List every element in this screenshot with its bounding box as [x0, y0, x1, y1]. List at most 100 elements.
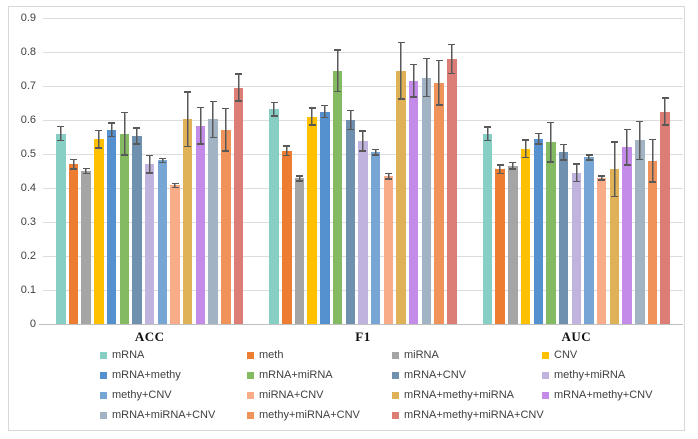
legend-item-methy+miRNA: methy+miRNA	[542, 365, 652, 385]
bar-mRNA+methy+CNV-AUC	[622, 128, 632, 324]
bar-mRNA+miRNA+CNV-AUC	[635, 120, 645, 324]
error-bar-methy+miRNA+CNV-ACC	[222, 107, 230, 153]
bar-mRNA+CNV-AUC	[558, 143, 569, 324]
legend-marker-icon	[542, 351, 549, 359]
error-bar-methy+CNV-AUC	[585, 154, 593, 161]
error-bar-methy+miRNA-F1	[359, 130, 367, 152]
bar-group-AUC	[470, 18, 683, 324]
bar-miRNA+CNV-AUC	[596, 175, 607, 324]
bar-mRNA+CNV-ACC	[132, 127, 142, 324]
legend-marker-icon	[247, 391, 254, 399]
bar-methy+miRNA-F1	[358, 130, 368, 324]
legend-marker-icon	[100, 371, 107, 379]
legend-item-meth: meth	[247, 345, 392, 365]
legend-marker-icon	[392, 411, 399, 419]
legend-label: miRNA+CNV	[259, 389, 324, 401]
legend-item-miRNA+CNV: miRNA+CNV	[247, 385, 392, 405]
legend-marker-icon	[100, 351, 107, 359]
bar-miRNA-AUC	[508, 161, 518, 324]
legend-item-mRNA+miRNA+CNV: mRNA+miRNA+CNV	[100, 405, 247, 425]
error-bar-mRNA+methy+CNV-AUC	[623, 128, 631, 167]
gridline-0.6	[43, 120, 683, 121]
bar-methy+CNV-ACC	[157, 157, 168, 324]
legend-label: mRNA+methy	[112, 369, 181, 381]
bar-mRNA+miRNA-F1	[332, 49, 343, 324]
bar-miRNA-ACC	[81, 167, 91, 324]
legend-marker-icon	[100, 411, 107, 419]
legend-item-CNV: CNV	[542, 345, 652, 365]
bar-methy+miRNA+CNV-ACC	[221, 107, 231, 324]
error-bar-mRNA+methy+CNV-F1	[410, 63, 418, 98]
error-bar-mRNA+methy+miRNA-F1	[397, 41, 405, 100]
error-bar-methy+miRNA+CNV-AUC	[648, 138, 656, 184]
legend-item-mRNA+methy: mRNA+methy	[100, 365, 247, 385]
legend-item-mRNA+methy+miRNA: mRNA+methy+miRNA	[392, 385, 542, 405]
legend-label: mRNA+methy+CNV	[554, 389, 653, 401]
error-bar-mRNA+methy-AUC	[534, 132, 542, 146]
error-bar-miRNA+CNV-ACC	[171, 182, 179, 189]
legend-label: mRNA+CNV	[404, 369, 467, 381]
bar-mRNA+miRNA-AUC	[546, 121, 556, 324]
bar-miRNA-F1	[294, 175, 305, 324]
bar-mRNA+methy-F1	[320, 104, 330, 324]
legend-item-mRNA+methy+CNV: mRNA+methy+CNV	[542, 385, 652, 405]
legend-marker-icon	[392, 391, 399, 399]
error-bar-methy+miRNA-ACC	[146, 154, 154, 174]
y-tick-label: 0.5	[20, 148, 36, 160]
legend-label: methy+CNV	[112, 389, 172, 401]
bar-mRNA+methy+miRNA-AUC	[609, 141, 620, 324]
legend-marker-icon	[247, 371, 254, 379]
y-tick-label: 0.1	[20, 284, 36, 296]
y-tick-label: 0.9	[20, 12, 36, 24]
y-tick-label: 0.8	[20, 46, 36, 58]
bar-mRNA+methy+miRNA-ACC	[182, 91, 193, 324]
error-bar-methy+CNV-ACC	[158, 157, 166, 164]
gridline-0.9	[43, 18, 683, 19]
bar-mRNA+methy+miRNA+CNV-ACC	[233, 73, 244, 324]
x-axis-category-labels: ACC F1 AUC	[43, 329, 683, 345]
error-bar-mRNA+CNV-F1	[346, 109, 354, 131]
error-bar-miRNA-AUC	[509, 161, 517, 171]
error-bar-mRNA-AUC	[484, 126, 491, 142]
legend-label: methy+miRNA+CNV	[259, 409, 360, 421]
legend-marker-icon	[542, 391, 549, 399]
error-bar-methy+CNV-F1	[372, 148, 380, 156]
legend-label: CNV	[554, 349, 578, 361]
bar-mRNA+methy+miRNA+CNV-AUC	[660, 97, 670, 324]
error-bar-mRNA+methy+miRNA+CNV-ACC	[234, 73, 242, 102]
bar-mRNA+methy+CNV-ACC	[195, 106, 206, 324]
plot-area	[39, 18, 683, 325]
legend-label: mRNA	[112, 349, 145, 361]
legend-label: meth	[259, 349, 284, 361]
y-tick-label: 0.2	[20, 250, 36, 262]
error-bar-mRNA-ACC	[57, 125, 65, 142]
error-bar-CNV-ACC	[95, 129, 103, 149]
legend-marker-icon	[247, 411, 254, 419]
bar-group-F1	[256, 18, 469, 324]
bar-CNV-AUC	[520, 139, 531, 324]
bar-methy+miRNA-AUC	[571, 163, 582, 324]
error-bar-mRNA+miRNA-ACC	[120, 111, 128, 156]
legend-item-miRNA: miRNA	[392, 345, 542, 365]
error-bar-mRNA+methy-F1	[321, 104, 329, 119]
bar-CNV-ACC	[94, 129, 104, 324]
error-bar-mRNA+miRNA-F1	[334, 49, 342, 93]
error-bar-CNV-AUC	[522, 139, 530, 159]
bar-mRNA-ACC	[56, 125, 66, 324]
category-label-AUC: AUC	[561, 329, 592, 344]
legend-marker-icon	[392, 351, 399, 359]
bar-mRNA+methy+miRNA-F1	[396, 41, 406, 324]
legend-label: mRNA+methy+miRNA+CNV	[404, 409, 544, 421]
bar-mRNA+methy-ACC	[106, 122, 117, 324]
bar-mRNA+methy+CNV-F1	[408, 63, 419, 324]
gridline-0.8	[43, 52, 683, 53]
legend-marker-icon	[247, 351, 254, 359]
error-bar-mRNA+CNV-ACC	[133, 127, 141, 145]
bar-methy+miRNA+CNV-F1	[434, 59, 444, 324]
y-tick-label: 0.7	[20, 80, 36, 92]
legend-marker-icon	[392, 371, 399, 379]
legend: mRNA meth miRNA CNV mRNA+methy mRNA+miRNA mRNA…	[100, 345, 652, 425]
error-bar-CNV-F1	[308, 107, 316, 127]
y-tick-label: 0.3	[20, 216, 36, 228]
